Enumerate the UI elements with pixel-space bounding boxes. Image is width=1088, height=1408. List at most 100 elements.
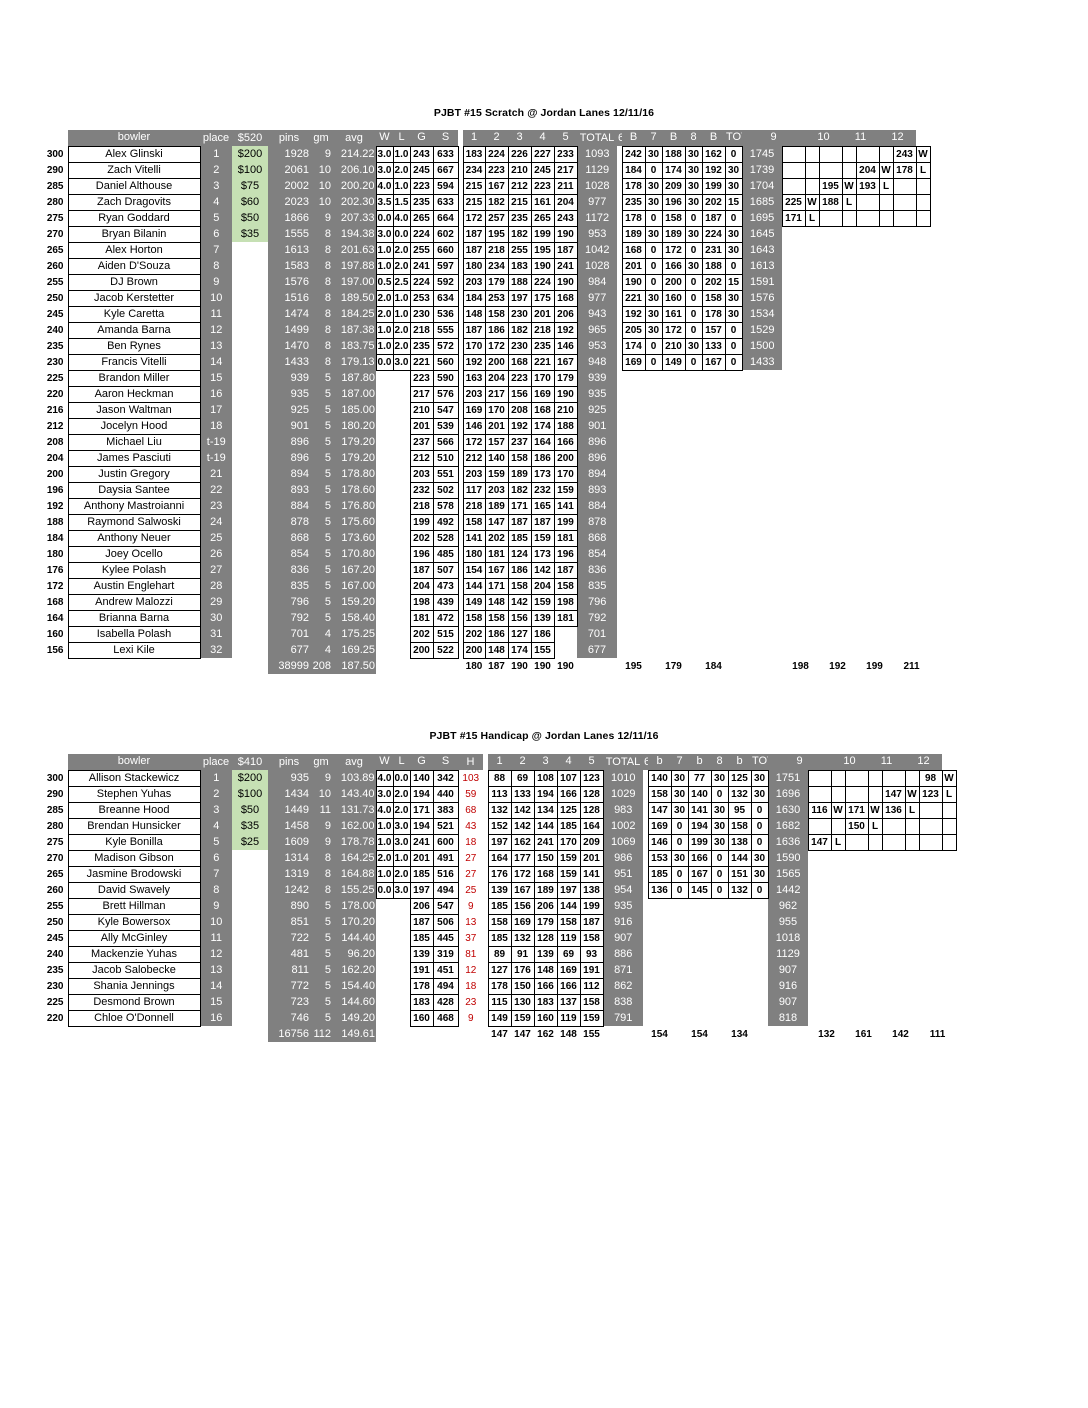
losses: 1.5	[392, 193, 411, 211]
column-header: S	[433, 130, 458, 146]
pins: 1555	[268, 226, 310, 242]
match-score	[818, 209, 843, 227]
column-header: 12	[905, 754, 943, 770]
match-score	[818, 161, 843, 179]
pins: 896	[268, 434, 310, 450]
spacer	[842, 386, 856, 402]
column-header: B	[662, 130, 685, 146]
place: 29	[200, 594, 232, 610]
game-3: 179	[533, 913, 558, 931]
spacer	[702, 450, 725, 466]
spacer	[645, 546, 662, 562]
spacer	[916, 610, 930, 626]
wins: 0.0	[375, 353, 394, 371]
match-result	[916, 338, 930, 354]
wins	[376, 546, 393, 562]
points: 290	[46, 788, 64, 800]
stepladder-cell: 0	[710, 849, 729, 867]
stepladder-cell	[751, 962, 768, 978]
match-result	[905, 930, 919, 946]
stepladder-cell: 30	[644, 321, 663, 339]
game-5: 192	[553, 321, 578, 339]
game-3: 150	[533, 849, 558, 867]
match-score	[808, 866, 831, 882]
match-score	[881, 769, 906, 787]
game-average: 180	[465, 660, 483, 672]
stepladder-cell: 160	[661, 289, 686, 307]
column-header: avg	[332, 754, 376, 770]
column-header: 12	[879, 130, 917, 146]
high-game: 191	[409, 961, 434, 979]
stepladder-cell: 30	[724, 305, 743, 323]
column-header: TOTAL	[603, 754, 643, 770]
high-series: 445	[432, 929, 459, 947]
match-result	[916, 290, 930, 306]
match-result	[831, 962, 845, 978]
stepladder-cell	[711, 1010, 728, 1026]
match-score	[893, 354, 916, 370]
stepladder-cell	[671, 994, 688, 1010]
stepladder-cell: 166	[687, 849, 712, 867]
spacer	[916, 546, 930, 562]
handicap: 25	[465, 884, 477, 896]
games: 5	[310, 994, 332, 1010]
game-4: 227	[530, 145, 555, 163]
stepladder-cell: 158	[661, 209, 686, 227]
stepladder-cell: 0	[724, 353, 743, 371]
stepladder-cell: 231	[701, 241, 726, 259]
games: 5	[310, 514, 332, 530]
game-4: 169	[556, 961, 581, 979]
game-1: 163	[462, 369, 486, 387]
average: 158.40	[332, 610, 376, 626]
stepladder-cell: 140	[647, 769, 672, 787]
spacer	[879, 498, 893, 514]
games: 8	[310, 866, 332, 882]
average: 178.60	[332, 482, 376, 498]
place: 5	[200, 210, 232, 226]
total-5: 862	[603, 978, 643, 994]
match-score	[856, 274, 879, 290]
spacer	[742, 498, 782, 514]
column-header: L	[393, 754, 410, 770]
game-2: 167	[510, 881, 535, 899]
games: 9	[310, 818, 332, 834]
game-average: 154	[691, 1028, 708, 1040]
game-average: 155	[583, 1028, 600, 1040]
table-row: 240 Amanda Barna 12 1499 8 187.38 1.0 2.0 218 555…	[38, 321, 930, 339]
high-game: 223	[409, 177, 434, 195]
average: 179.13	[332, 354, 376, 370]
stepladder-cell: 178	[701, 305, 726, 323]
average: 167.00	[332, 578, 376, 594]
match-result	[905, 946, 919, 962]
game-1: 154	[462, 561, 486, 579]
pins: 854	[268, 546, 310, 562]
spacer	[622, 562, 645, 578]
stepladder-cell	[728, 1010, 751, 1026]
stepladder-cell: 0	[684, 289, 703, 307]
games: 8	[310, 338, 332, 354]
game-2: 172	[510, 865, 535, 883]
pins: 884	[268, 498, 310, 514]
stepladder-cell: 192	[701, 161, 726, 179]
spacer	[645, 594, 662, 610]
high-game: 201	[409, 417, 434, 435]
total-5: 935	[577, 386, 617, 402]
spacer	[856, 402, 879, 418]
prize: $200	[232, 146, 268, 162]
bowler-name: Zach Vitelli	[67, 161, 201, 179]
spacer	[916, 562, 930, 578]
wins: 1.0	[375, 817, 394, 835]
stepladder-cell: 0	[684, 321, 703, 339]
bowler-name: Andrew Malozzi	[67, 593, 201, 611]
table-row: 275 Kyle Bonilla 5 $25 1609 9 178.78 1.0 3.0 241 6…	[38, 833, 957, 851]
points: 265	[46, 868, 64, 880]
match-score	[807, 785, 832, 803]
game-4: 170	[556, 833, 581, 851]
stepladder-cell	[751, 978, 768, 994]
match-score	[819, 354, 842, 370]
column-header: G	[410, 130, 433, 146]
game-4: 159	[530, 593, 555, 611]
place: 10	[200, 914, 232, 930]
header-row: bowler place $410 pins gm avg W L G S H 1 2 3 4 5 TOTAL 6…	[38, 754, 956, 770]
match-result	[916, 354, 930, 370]
